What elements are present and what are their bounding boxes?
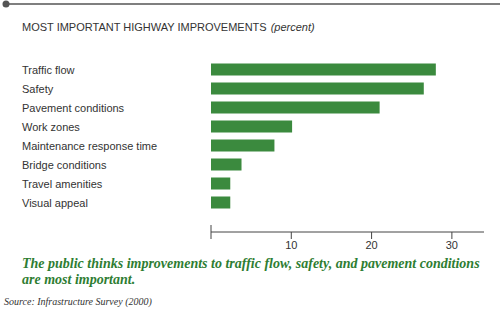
title: MOST IMPORTANT HIGHWAY IMPROVEMENTS (perc… xyxy=(22,21,315,33)
bar xyxy=(211,83,424,95)
title-text: MOST IMPORTANT HIGHWAY IMPROVEMENTS xyxy=(22,21,267,33)
category-label: Safety xyxy=(22,83,54,95)
category-label: Bridge conditions xyxy=(22,159,107,171)
category-label: Visual appeal xyxy=(22,197,88,209)
bar xyxy=(211,197,230,209)
category-label: Maintenance response time xyxy=(22,140,157,152)
category-label: Travel amenities xyxy=(22,178,103,190)
x-tick-label: 10 xyxy=(285,239,297,251)
category-label: Traffic flow xyxy=(22,64,75,76)
x-axis-start xyxy=(211,225,212,239)
caption-line: The public thinks improvements to traffi… xyxy=(22,256,480,271)
caption: The public thinks improvements to traffi… xyxy=(22,256,480,287)
caption-line: are most important. xyxy=(22,272,135,287)
bar xyxy=(211,102,380,114)
bars xyxy=(211,64,436,209)
x-tick xyxy=(371,232,372,239)
bar xyxy=(211,121,292,133)
x-tick xyxy=(451,232,452,239)
source: Source: Infrastructure Survey (2000) xyxy=(4,296,153,308)
top-dot xyxy=(3,1,10,8)
bar xyxy=(211,64,436,76)
x-tick-label: 20 xyxy=(365,239,377,251)
x-axis-line xyxy=(211,232,484,233)
chart-svg: MOST IMPORTANT HIGHWAY IMPROVEMENTS (perc… xyxy=(0,0,503,313)
subtitle: (percent) xyxy=(271,21,315,33)
category-label: Pavement conditions xyxy=(22,102,125,114)
bar xyxy=(211,178,230,190)
x-tick xyxy=(291,232,292,239)
bar xyxy=(211,159,242,171)
top-rule xyxy=(6,3,500,5)
bar xyxy=(211,140,274,152)
x-tick-label: 30 xyxy=(446,239,458,251)
category-label: Work zones xyxy=(22,121,80,133)
